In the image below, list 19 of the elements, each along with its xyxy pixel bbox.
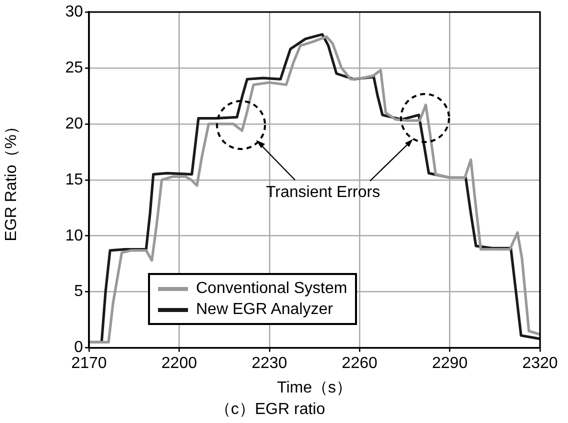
y-tick-label: 10 (65, 227, 84, 244)
annotation: Transient Errors (266, 184, 380, 202)
y-tick-label: 20 (65, 115, 84, 132)
y-tick-label: 15 (65, 171, 84, 188)
x-tick-label: 2230 (252, 354, 288, 372)
x-axis-title: Time（s） (277, 380, 352, 397)
text: （c）EGR ratio (214, 400, 326, 418)
y-tick-label: 0 (74, 339, 84, 356)
y-tick-label: 5 (74, 283, 84, 300)
x-tick-label: 2290 (432, 354, 468, 372)
x-tick-label: 2170 (71, 354, 107, 372)
y-tick-label: 30 (65, 3, 84, 20)
y-tick-label: 25 (65, 59, 84, 76)
legend-label: New EGR Analyzer (196, 300, 333, 320)
x-tick-label: 2320 (522, 354, 558, 372)
y-axis-title: EGR Ratio（%） (3, 118, 20, 242)
legend-label: Conventional System (196, 279, 348, 299)
x-tick-label: 2200 (161, 354, 198, 372)
x-tick-label: 2260 (342, 354, 378, 372)
